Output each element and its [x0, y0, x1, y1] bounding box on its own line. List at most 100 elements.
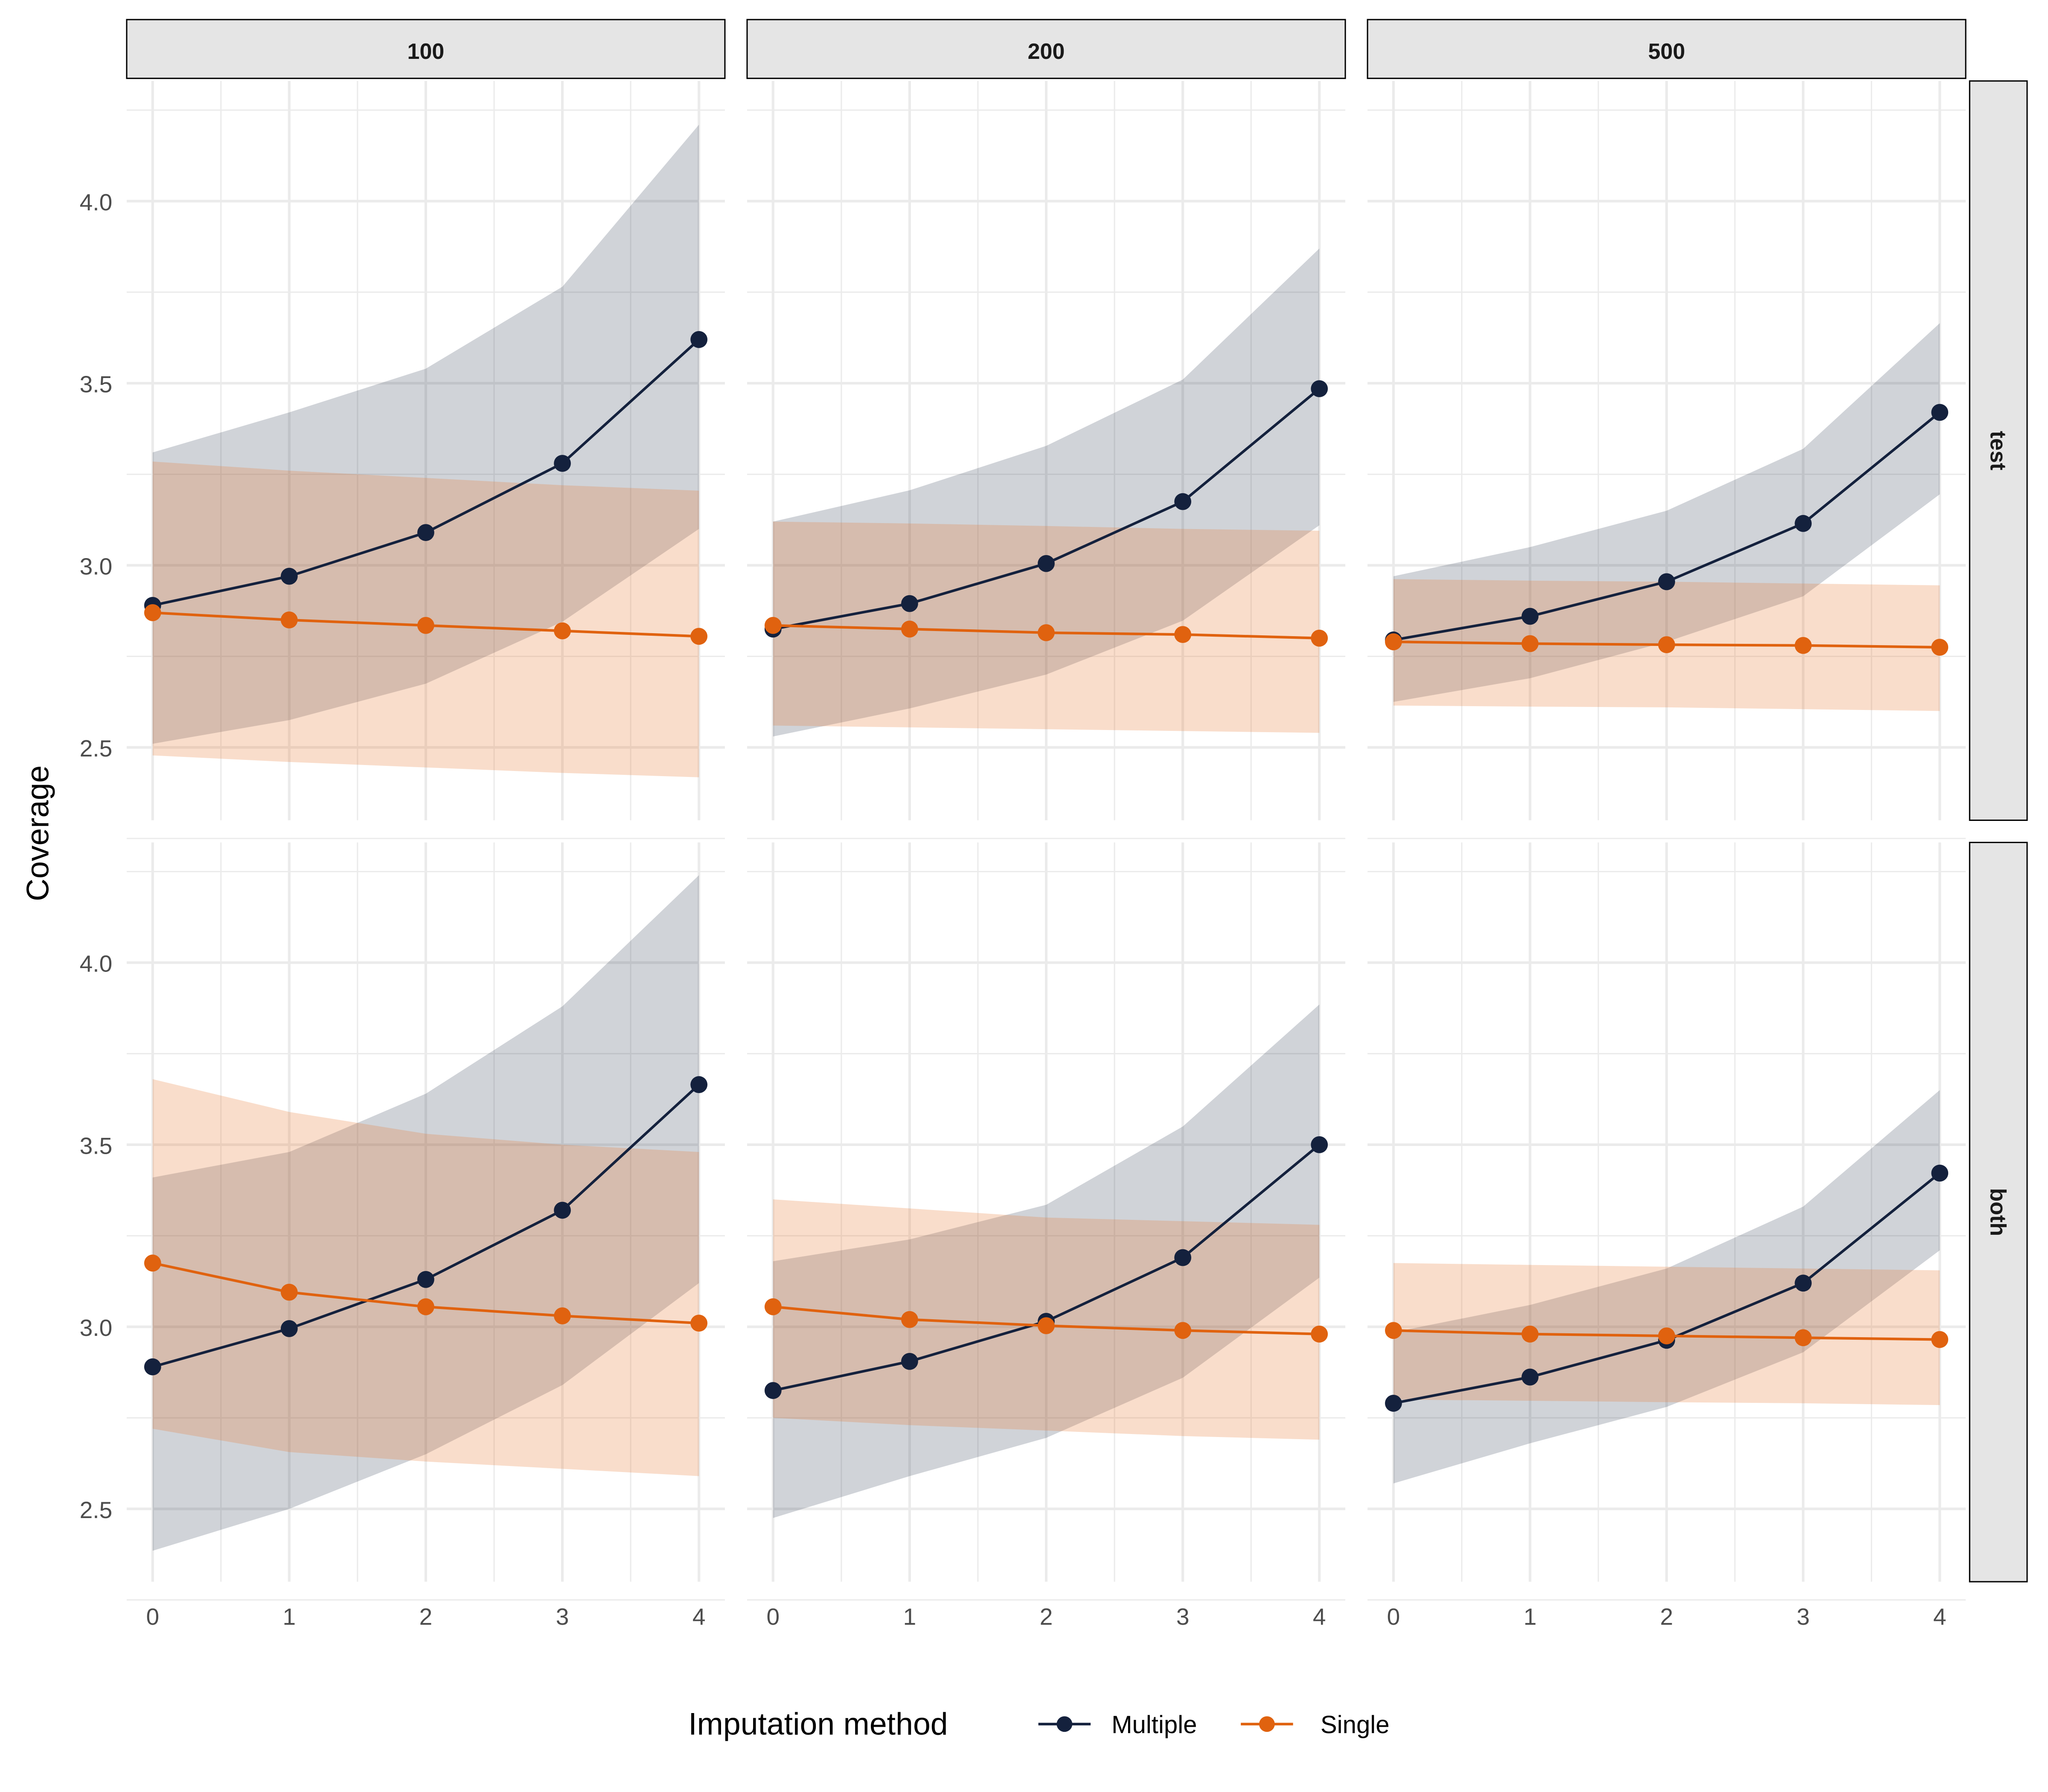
y-tick-label: 4.0 — [80, 189, 113, 215]
ribbon-multiple — [152, 875, 699, 1551]
legend-key-multiple-point — [1056, 1716, 1073, 1732]
facet-strip-500 — [1367, 19, 1967, 79]
point-single — [280, 611, 298, 628]
point-single — [764, 1298, 782, 1315]
facet-strip-both — [1969, 841, 2028, 1583]
legend-key-single-point — [1259, 1716, 1275, 1732]
x-tick-label: 3 — [1176, 1603, 1190, 1630]
panel-test-500 — [1367, 81, 1966, 839]
point-single — [280, 1283, 298, 1301]
point-multiple — [690, 331, 708, 348]
ribbon-multiple — [773, 248, 1320, 737]
point-multiple — [554, 455, 571, 472]
point-single — [1795, 637, 1812, 654]
point-single — [690, 628, 708, 645]
point-single — [1385, 633, 1402, 651]
y-tick-label: 4.0 — [80, 951, 113, 977]
point-multiple — [1174, 1249, 1192, 1266]
point-multiple — [1795, 515, 1812, 532]
x-tick-label: 4 — [1933, 1603, 1946, 1630]
point-multiple — [417, 524, 434, 541]
y-tick-label: 3.0 — [80, 553, 113, 579]
panel-test-100 — [126, 81, 725, 839]
x-tick-label: 3 — [556, 1603, 569, 1630]
facet-strip-label: 200 — [1028, 39, 1065, 64]
point-multiple — [280, 567, 298, 585]
point-multiple — [1931, 1164, 1949, 1182]
x-tick-label: 2 — [1660, 1603, 1673, 1630]
y-axis-label: Coverage — [20, 765, 55, 902]
point-multiple — [764, 1382, 782, 1399]
ribbon-multiple — [773, 1004, 1320, 1518]
facet-strip-label: 500 — [1648, 39, 1685, 64]
point-multiple — [280, 1320, 298, 1337]
point-multiple — [1931, 404, 1949, 421]
point-single — [1795, 1329, 1812, 1347]
point-single — [1385, 1322, 1402, 1339]
point-single — [144, 1254, 161, 1272]
y-tick-label: 2.5 — [80, 1497, 113, 1523]
point-multiple — [1311, 1136, 1328, 1153]
facet-strip-label: test — [1985, 431, 2010, 471]
x-tick-label: 0 — [1387, 1603, 1400, 1630]
x-tick-label: 4 — [1313, 1603, 1326, 1630]
point-single — [1038, 624, 1055, 641]
point-multiple — [901, 595, 918, 612]
legend-label-multiple: Multiple — [1111, 1711, 1197, 1739]
point-single — [764, 617, 782, 634]
y-tick-label: 3.5 — [80, 1132, 113, 1159]
point-multiple — [1521, 608, 1539, 625]
panel-both-500 — [1367, 842, 1966, 1601]
panels: 100 200 500testboth2.53.03.54.02.53.03.54.… — [80, 19, 2028, 1630]
x-tick-label: 4 — [692, 1603, 706, 1630]
legend: Imputation method Multiple Single — [688, 1706, 1389, 1741]
facet-strip-200 — [746, 19, 1346, 79]
point-single — [1658, 636, 1676, 653]
point-single — [1174, 626, 1192, 643]
x-tick-label: 0 — [767, 1603, 780, 1630]
point-multiple — [1521, 1368, 1539, 1386]
facet-strip-test — [1969, 80, 2028, 821]
point-multiple — [1038, 555, 1055, 572]
point-single — [690, 1315, 708, 1332]
point-single — [1931, 1331, 1949, 1348]
point-single — [144, 604, 161, 621]
x-tick-label: 3 — [1797, 1603, 1810, 1630]
legend-title: Imputation method — [688, 1706, 948, 1741]
point-single — [1931, 639, 1949, 656]
point-multiple — [690, 1076, 708, 1093]
point-single — [417, 617, 434, 634]
point-single — [1038, 1317, 1055, 1335]
x-tick-label: 1 — [903, 1603, 916, 1630]
point-single — [901, 1311, 918, 1328]
point-multiple — [144, 1358, 161, 1376]
facet-strip-label: both — [1985, 1188, 2010, 1236]
ribbon-multiple — [152, 125, 699, 744]
point-multiple — [1174, 493, 1192, 510]
ribbon-multiple — [1393, 323, 1940, 702]
point-multiple — [1385, 1395, 1402, 1412]
point-single — [1311, 1325, 1328, 1343]
y-tick-label: 3.5 — [80, 371, 113, 398]
point-multiple — [1795, 1274, 1812, 1292]
y-tick-label: 2.5 — [80, 735, 113, 762]
point-multiple — [1311, 380, 1328, 397]
y-tick-label: 3.0 — [80, 1315, 113, 1341]
x-tick-label: 2 — [419, 1603, 433, 1630]
point-single — [1521, 1325, 1539, 1343]
panel-both-100 — [126, 842, 725, 1601]
facet-strip-label: 100 — [407, 39, 445, 64]
point-multiple — [1658, 573, 1676, 591]
point-single — [1521, 635, 1539, 652]
x-tick-label: 1 — [283, 1603, 296, 1630]
x-tick-label: 1 — [1524, 1603, 1537, 1630]
x-tick-label: 2 — [1040, 1603, 1053, 1630]
point-single — [901, 620, 918, 638]
legend-label-single: Single — [1321, 1711, 1390, 1739]
point-single — [417, 1298, 434, 1315]
point-single — [554, 622, 571, 640]
point-multiple — [554, 1201, 571, 1219]
point-multiple — [901, 1353, 918, 1370]
point-single — [1311, 629, 1328, 647]
